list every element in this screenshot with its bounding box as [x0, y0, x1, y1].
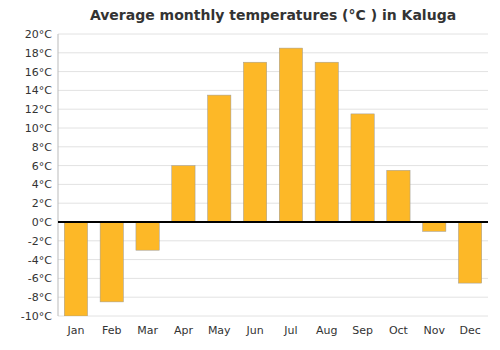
y-tick-label: -4°C [28, 254, 52, 267]
y-tick-label: 4°C [32, 178, 52, 191]
grid-line [58, 222, 488, 223]
bar [423, 222, 446, 231]
chart-svg: Average monthly temperatures (°C ) in Ka… [0, 0, 500, 350]
bar [279, 48, 302, 222]
grid-line [58, 109, 488, 110]
grid-line [58, 203, 488, 204]
bar [315, 62, 338, 222]
grid-line [58, 52, 488, 53]
zero-line [58, 221, 488, 223]
y-tick-label: 14°C [25, 84, 52, 97]
y-tick-label: -6°C [28, 272, 52, 285]
chart-container: Average monthly temperatures (°C ) in Ka… [0, 0, 500, 350]
bar [208, 95, 231, 222]
y-tick-label: 10°C [25, 122, 52, 135]
y-tick-label: -2°C [28, 235, 52, 248]
y-tick-label: 18°C [25, 47, 52, 60]
x-tick-label: Nov [424, 324, 446, 337]
grid-line [58, 316, 488, 317]
bar [243, 62, 266, 222]
grid-line [58, 71, 488, 72]
title: Average monthly temperatures (°C ) in Ka… [90, 7, 456, 23]
x-tick-label: Jun [245, 324, 263, 337]
x-tick-label: Jan [66, 324, 84, 337]
x-tick-label: Sep [352, 324, 373, 337]
x-tick-label: Jul [283, 324, 297, 337]
bar [136, 222, 159, 250]
x-tick-label: Mar [137, 324, 158, 337]
y-tick-label: 2°C [32, 197, 52, 210]
y-tick-label: -10°C [21, 310, 52, 323]
grid [58, 34, 488, 316]
bar [351, 114, 374, 222]
y-tick-label: 6°C [32, 160, 52, 173]
grid-line [58, 128, 488, 129]
y-tick-label: 0°C [32, 216, 52, 229]
x-tick-label: May [208, 324, 231, 337]
y-axis-line [58, 34, 59, 316]
x-tick-label: Dec [459, 324, 480, 337]
y-tick-label: 12°C [25, 103, 52, 116]
grid-line [58, 146, 488, 147]
x-tick-label: Feb [102, 324, 121, 337]
y-tick-label: 16°C [25, 66, 52, 79]
x-tick-label: Oct [389, 324, 409, 337]
grid-line [58, 34, 488, 35]
grid-line [58, 165, 488, 166]
grid-line [58, 184, 488, 185]
y-tick-label: -8°C [28, 291, 52, 304]
x-tick-label: Apr [174, 324, 194, 337]
bar [172, 166, 195, 222]
x-tick-label: Aug [316, 324, 337, 337]
bar [100, 222, 123, 302]
bar [387, 170, 410, 222]
bars [64, 48, 481, 316]
bar [458, 222, 481, 283]
y-tick-label: 20°C [25, 28, 52, 41]
y-tick-label: 8°C [32, 141, 52, 154]
bar [64, 222, 87, 316]
grid-line [58, 90, 488, 91]
